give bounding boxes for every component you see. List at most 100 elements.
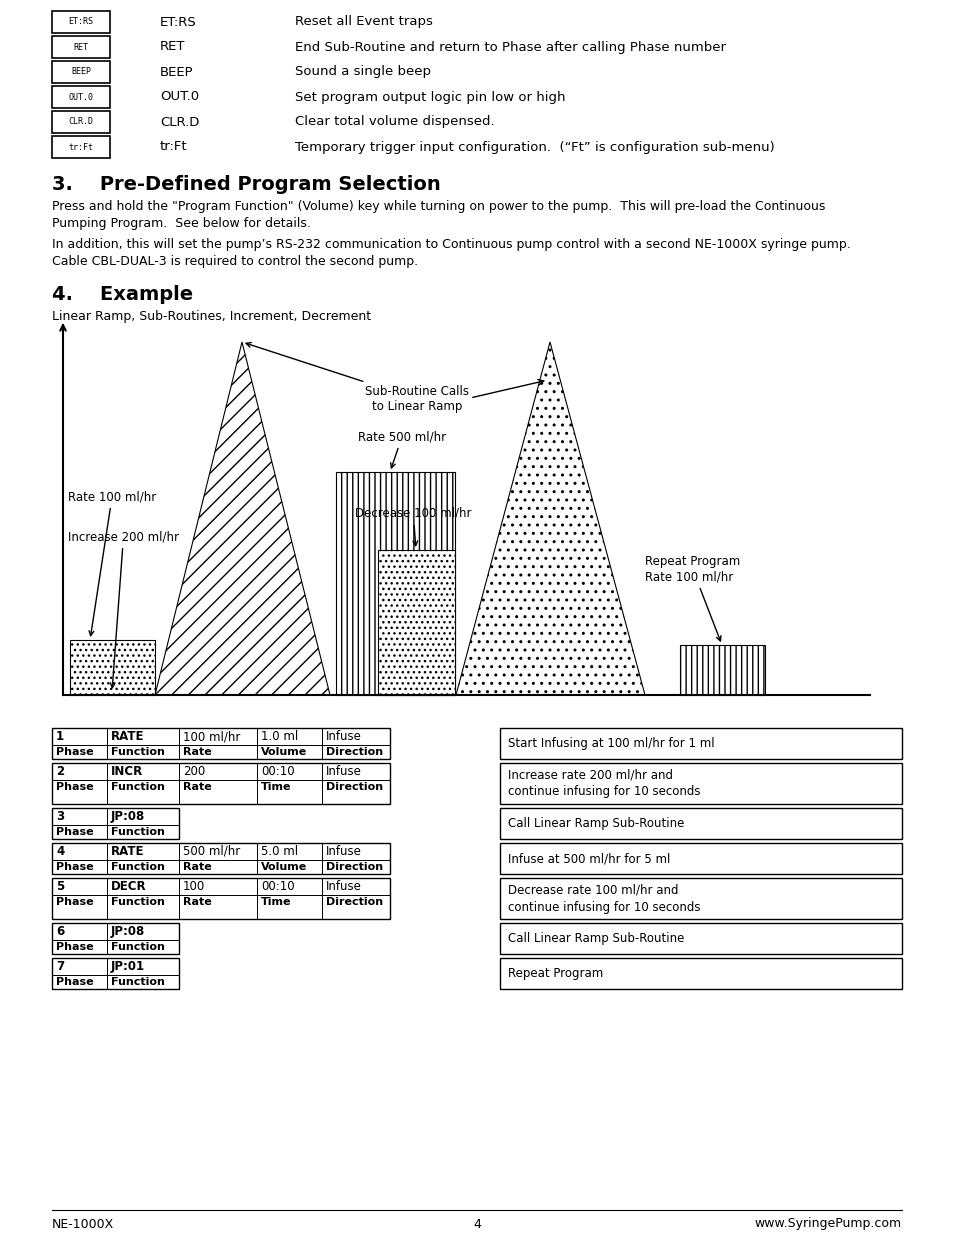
Bar — [52, 878, 390, 919]
Text: 100: 100 — [183, 881, 205, 893]
Text: In addition, this will set the pump’s RS-232 communication to Continuous pump co: In addition, this will set the pump’s RS… — [52, 238, 850, 268]
Bar — [335, 472, 455, 695]
Text: Phase: Phase — [56, 977, 93, 987]
Text: Sound a single beep: Sound a single beep — [294, 65, 431, 79]
Text: Reset all Event traps: Reset all Event traps — [294, 16, 433, 28]
Polygon shape — [456, 342, 644, 695]
Text: Phase: Phase — [56, 747, 93, 757]
Text: Function: Function — [111, 862, 165, 872]
Text: Start Infusing at 100 ml/hr for 1 ml: Start Infusing at 100 ml/hr for 1 ml — [507, 737, 714, 750]
Text: JP:01: JP:01 — [111, 960, 145, 973]
Text: 00:10: 00:10 — [261, 881, 294, 893]
Text: INCR: INCR — [111, 764, 143, 778]
Text: 7: 7 — [56, 960, 64, 973]
Text: Direction: Direction — [326, 782, 383, 792]
Text: RET: RET — [160, 41, 185, 53]
Bar — [52, 111, 110, 133]
Text: Direction: Direction — [326, 747, 383, 757]
Text: 6: 6 — [56, 925, 64, 939]
Polygon shape — [154, 342, 330, 695]
Bar — [52, 958, 179, 989]
Text: Call Linear Ramp Sub-Routine: Call Linear Ramp Sub-Routine — [507, 818, 683, 830]
Bar — [52, 86, 110, 107]
Text: Function: Function — [111, 977, 165, 987]
Text: tr:Ft: tr:Ft — [69, 142, 93, 152]
Text: 3: 3 — [56, 810, 64, 823]
Bar — [679, 645, 764, 695]
Text: Sub-Routine Calls
to Linear Ramp: Sub-Routine Calls to Linear Ramp — [246, 342, 469, 412]
Text: Direction: Direction — [326, 897, 383, 906]
Text: JP:08: JP:08 — [111, 925, 145, 939]
Text: End Sub-Routine and return to Phase after calling Phase number: End Sub-Routine and return to Phase afte… — [294, 41, 725, 53]
Text: Time: Time — [261, 897, 292, 906]
Text: Phase: Phase — [56, 897, 93, 906]
Bar — [377, 550, 455, 695]
Bar — [70, 640, 154, 695]
Text: RATE: RATE — [111, 730, 144, 743]
Bar — [52, 923, 179, 953]
Text: Rate: Rate — [183, 862, 212, 872]
Text: BEEP: BEEP — [160, 65, 193, 79]
Text: Phase: Phase — [56, 862, 93, 872]
Bar — [52, 136, 110, 158]
Bar — [52, 61, 110, 83]
Text: Function: Function — [111, 747, 165, 757]
Text: CLR.D: CLR.D — [160, 116, 199, 128]
Text: ET:RS: ET:RS — [160, 16, 196, 28]
Text: Rate 100 ml/hr: Rate 100 ml/hr — [68, 490, 156, 636]
Bar — [499, 923, 901, 953]
Text: 1: 1 — [56, 730, 64, 743]
Text: Volume: Volume — [261, 747, 307, 757]
Text: 1.0 ml: 1.0 ml — [261, 730, 298, 743]
Bar — [52, 763, 390, 804]
Text: Decrease 100 ml/hr: Decrease 100 ml/hr — [355, 508, 471, 546]
Text: 5.0 ml: 5.0 ml — [261, 845, 297, 858]
Text: 5: 5 — [56, 881, 64, 893]
Bar — [52, 11, 110, 33]
Bar — [499, 727, 901, 760]
Bar — [499, 844, 901, 874]
Text: ET:RS: ET:RS — [69, 17, 93, 26]
Text: Increase 200 ml/hr: Increase 200 ml/hr — [68, 530, 179, 688]
Text: Infuse: Infuse — [326, 764, 361, 778]
Text: 2: 2 — [56, 764, 64, 778]
Text: Time: Time — [261, 782, 292, 792]
Text: OUT.0: OUT.0 — [160, 90, 199, 104]
Bar — [499, 958, 901, 989]
Text: Call Linear Ramp Sub-Routine: Call Linear Ramp Sub-Routine — [507, 932, 683, 945]
Bar — [499, 878, 901, 919]
Text: Rate: Rate — [183, 897, 212, 906]
Text: Press and hold the "Program Function" (Volume) key while turning on power to the: Press and hold the "Program Function" (V… — [52, 200, 824, 230]
Text: tr:Ft: tr:Ft — [160, 141, 188, 153]
Text: JP:08: JP:08 — [111, 810, 145, 823]
Text: 4: 4 — [56, 845, 64, 858]
Text: CLR.D: CLR.D — [69, 117, 93, 126]
Text: Function: Function — [111, 782, 165, 792]
Bar — [499, 808, 901, 839]
Text: 4.    Example: 4. Example — [52, 285, 193, 304]
Text: Volume: Volume — [261, 862, 307, 872]
Bar — [52, 36, 110, 58]
Text: Phase: Phase — [56, 782, 93, 792]
Text: Increase rate 200 ml/hr and
continue infusing for 10 seconds: Increase rate 200 ml/hr and continue inf… — [507, 768, 700, 799]
Text: Direction: Direction — [326, 862, 383, 872]
Bar — [52, 808, 179, 839]
Text: Function: Function — [111, 942, 165, 952]
Text: Rate: Rate — [183, 782, 212, 792]
Text: Infuse: Infuse — [326, 881, 361, 893]
Text: NE-1000X: NE-1000X — [52, 1218, 114, 1230]
Text: Repeat Program
Rate 100 ml/hr: Repeat Program Rate 100 ml/hr — [644, 555, 740, 641]
Bar — [52, 727, 390, 760]
Bar — [52, 844, 390, 874]
Text: BEEP: BEEP — [71, 68, 91, 77]
Text: Decrease rate 100 ml/hr and
continue infusing for 10 seconds: Decrease rate 100 ml/hr and continue inf… — [507, 883, 700, 914]
Text: 4: 4 — [473, 1218, 480, 1230]
Text: Linear Ramp, Sub-Routines, Increment, Decrement: Linear Ramp, Sub-Routines, Increment, De… — [52, 310, 371, 324]
Text: Infuse at 500 ml/hr for 5 ml: Infuse at 500 ml/hr for 5 ml — [507, 852, 670, 864]
Text: OUT.0: OUT.0 — [69, 93, 93, 101]
Text: Repeat Program: Repeat Program — [507, 967, 602, 981]
Text: Temporary trigger input configuration.  (“Ft” is configuration sub-menu): Temporary trigger input configuration. (… — [294, 141, 774, 153]
Text: 3.    Pre-Defined Program Selection: 3. Pre-Defined Program Selection — [52, 175, 440, 194]
Text: Phase: Phase — [56, 942, 93, 952]
Text: Rate: Rate — [183, 747, 212, 757]
